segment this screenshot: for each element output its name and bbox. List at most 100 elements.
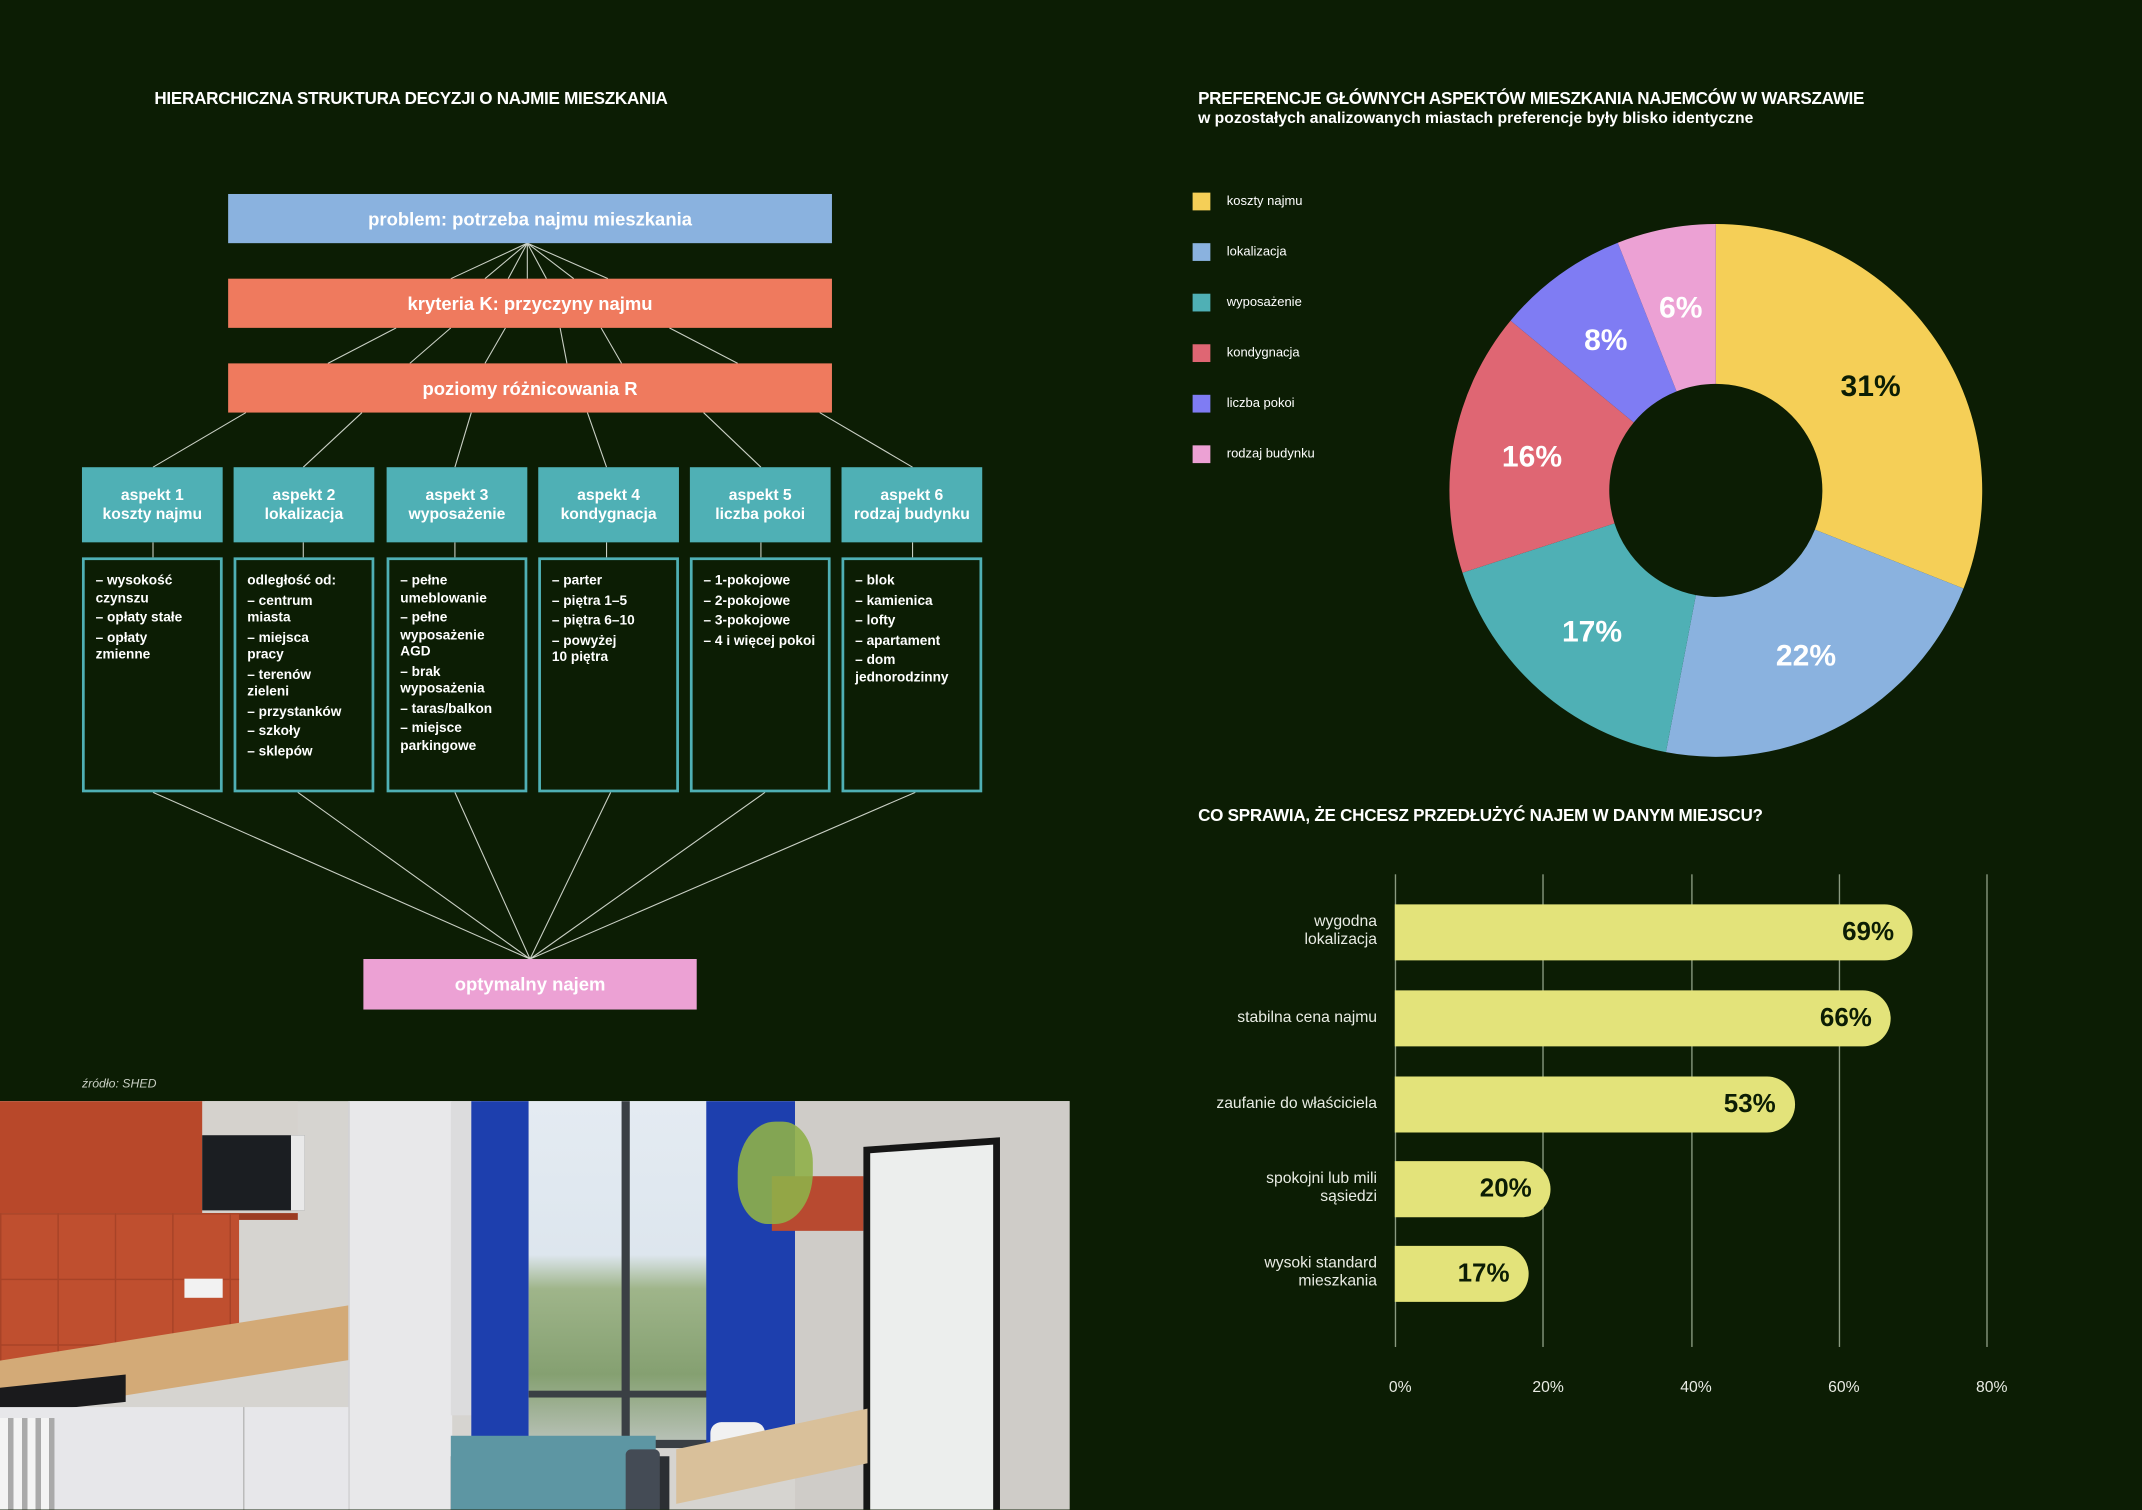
pie-title: PREFERENCJE GŁÓWNYCH ASPEKTÓW MIESZKANIA…: [1198, 88, 1865, 108]
legend-swatch: [1192, 243, 1211, 261]
legend-label: lokalizacja: [1226, 244, 1287, 260]
pie-slice-rodzaj-budynku: [1617, 224, 1716, 392]
detail-item: – powyżej 10 piętra: [551, 633, 617, 666]
pie-subtitle: w pozostałych analizowanych miastach pre…: [1198, 110, 1754, 128]
problem-box: problem: potrzeba najmu mieszkania: [228, 193, 832, 244]
pie-slice-kondygnacja: [1449, 320, 1634, 573]
bar-value-label: 66%: [1819, 1003, 1872, 1033]
detail-item: – wysokość czynszu: [95, 573, 173, 606]
legend-swatch: [1192, 293, 1211, 312]
x-tick-label: 80%: [1976, 1379, 2008, 1397]
aspect-3-details: – pełne umeblowanie – pełne wyposażenie …: [386, 557, 528, 793]
bar-value-label: 17%: [1457, 1258, 1510, 1288]
pie-data-label: 17%: [1562, 616, 1622, 649]
bar: 20%: [1394, 1161, 1551, 1218]
detail-item: – dom jednorodzinny: [855, 652, 949, 686]
detail-item: – miejsce parkingowe: [400, 721, 477, 754]
legend-label: koszty najmu: [1226, 193, 1303, 210]
aspect-5-details: – 1-pokojowe – 2-pokojowe – 3-pokojowe –…: [689, 557, 831, 793]
bar-category-label: zaufanie do właściciela: [1216, 1094, 1378, 1112]
tree-title: HIERARCHICZNA STRUKTURA DECYZJI O NAJMIE…: [154, 88, 668, 108]
pie-data-label: 6%: [1659, 292, 1702, 325]
aspect-4-details: – parter – piętra 1–5 – piętra 6–10 – po…: [538, 557, 679, 793]
detail-item: – miejsca pracy: [247, 630, 309, 663]
detail-item: – opłaty stałe: [95, 610, 183, 626]
detail-item: – taras/balkon: [400, 701, 493, 717]
pie-slice-lokalizacja: [1665, 529, 1964, 757]
aspect-4-box: aspekt 4 kondygnacja: [538, 467, 679, 543]
detail-item: – centrum miasta: [247, 593, 313, 626]
gridline: [1838, 874, 1840, 1347]
detail-item: – blok: [855, 573, 895, 589]
aspect-1-details: – wysokość czynszu – opłaty stałe – opła…: [81, 557, 223, 793]
pie-data-label: 31%: [1841, 370, 1901, 403]
criteria-box: kryteria K: przyczyny najmu: [228, 278, 832, 328]
detail-item: – lofty: [855, 613, 896, 629]
bar: 69%: [1394, 904, 1914, 961]
bar-category-label: spokojni lub mili sąsiedzi: [1266, 1170, 1378, 1205]
legend-swatch: [1192, 344, 1211, 363]
detail-item: – 4 i więcej pokoi: [703, 633, 816, 649]
pie-slice-koszty-najmu: [1715, 224, 1983, 589]
x-tick-label: 60%: [1828, 1379, 1860, 1397]
gridline: [1986, 874, 1988, 1347]
detail-item: – 1-pokojowe: [703, 573, 791, 589]
aspect-2-box: aspekt 2 lokalizacja: [233, 467, 375, 543]
x-tick-label: 20%: [1532, 1379, 1564, 1397]
legend-swatch: [1192, 394, 1211, 413]
bar-value-label: 69%: [1842, 917, 1895, 947]
detail-item: – piętra 1–5: [551, 593, 628, 609]
detail-item: – sklepów: [247, 743, 313, 759]
bar: 17%: [1394, 1245, 1529, 1302]
legend-item: lokalizacja: [1192, 243, 1287, 261]
detail-item: – 3-pokojowe: [703, 613, 791, 629]
pie-data-label: 8%: [1584, 324, 1627, 357]
pie-slice-liczba-pokoi: [1510, 242, 1677, 423]
detail-item: – kamienica: [855, 593, 933, 609]
legend-item: kondygnacja: [1192, 344, 1300, 363]
bar-chart-title: CO SPRAWIA, ŻE CHCESZ PRZEDŁUŻYĆ NAJEM W…: [1198, 805, 1763, 826]
bar-value-label: 20%: [1479, 1174, 1532, 1203]
detail-item: – pełne wyposażenie AGD: [400, 610, 485, 660]
legend-item: rodzaj budynku: [1192, 445, 1315, 464]
detail-item: – opłaty zmienne: [95, 630, 151, 663]
aspect-5-box: aspekt 5 liczba pokoi: [689, 467, 831, 543]
detail-item: – 2-pokojowe: [703, 593, 791, 609]
bar: 53%: [1394, 1076, 1795, 1133]
detail-item: – przystanków: [247, 704, 342, 720]
bar-category-label: stabilna cena najmu: [1237, 1008, 1378, 1026]
source-note: źródło: SHED: [81, 1076, 157, 1091]
aspect-1-box: aspekt 1 koszty najmu: [81, 467, 223, 543]
bar-category-label: wygodna lokalizacja: [1304, 913, 1378, 949]
legend-item: koszty najmu: [1192, 192, 1303, 211]
apartment-photo: [0, 1101, 1070, 1510]
aspect-6-box: aspekt 6 rodzaj budynku: [841, 467, 983, 543]
detail-item: – apartament: [855, 633, 941, 649]
detail-item: – szkoły: [247, 724, 301, 740]
detail-item: – brak wyposażenia: [400, 664, 485, 697]
bar-value-label: 53%: [1723, 1089, 1776, 1119]
legend-item: liczba pokoi: [1192, 394, 1295, 413]
legend-label: wyposażenie: [1226, 295, 1302, 311]
detail-item: – piętra 6–10: [551, 613, 635, 629]
detail-item: – pełne umeblowanie: [400, 573, 487, 606]
detail-item: odległość od:: [247, 573, 337, 589]
legend-label: rodzaj budynku: [1226, 446, 1315, 462]
legend-swatch: [1192, 445, 1211, 464]
detail-item: – terenów zieleni: [247, 667, 312, 700]
aspect-3-box: aspekt 3 wyposażenie: [386, 467, 528, 543]
legend-swatch: [1192, 192, 1211, 211]
legend-item: wyposażenie: [1192, 293, 1302, 312]
x-tick-label: 40%: [1680, 1379, 1712, 1397]
pie-data-label: 16%: [1502, 440, 1562, 473]
aspect-6-details: – blok – kamienica – lofty – apartament …: [841, 557, 983, 793]
detail-item: – parter: [551, 573, 603, 589]
levels-box: poziomy różnicowania R: [228, 363, 832, 413]
x-tick-label: 0%: [1388, 1379, 1412, 1397]
aspect-2-details: odległość od: – centrum miasta – miejsca…: [233, 557, 375, 793]
result-box: optymalny najem: [363, 959, 697, 1010]
pie-slice-wyposażenie: [1462, 523, 1696, 753]
